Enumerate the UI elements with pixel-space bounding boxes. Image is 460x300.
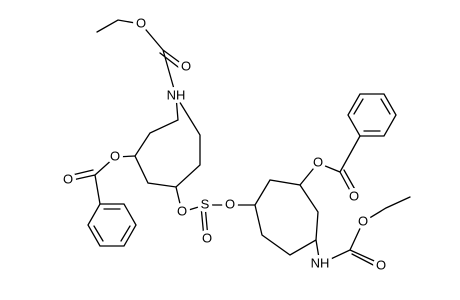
- bond: [347, 93, 397, 137]
- atom-label: O: [225, 196, 235, 211]
- bond: [254, 179, 319, 256]
- bond: [134, 95, 201, 188]
- atom-labels: O O NH O O O S O O O O NH O O: [59, 12, 389, 276]
- bond: [299, 135, 361, 197]
- atom-label: O: [63, 171, 73, 186]
- bond: [315, 196, 411, 269]
- atom-label: O: [181, 58, 191, 73]
- atom-label: S: [201, 196, 210, 211]
- bond: [67, 155, 136, 205]
- bonds: [67, 19, 411, 269]
- atom-label: O: [177, 203, 187, 218]
- atom-label: O: [376, 257, 386, 272]
- atom-label: O: [202, 230, 212, 245]
- bond: [175, 186, 256, 239]
- atom-label: O: [349, 188, 359, 203]
- atom-label: O: [313, 154, 323, 169]
- atom-label: NH: [167, 87, 186, 102]
- atom-label: O: [358, 213, 368, 228]
- atom-label: O: [136, 15, 146, 30]
- atom-label: NH: [311, 255, 330, 270]
- atom-label: O: [110, 148, 120, 163]
- bond: [87, 203, 137, 247]
- bond: [96, 19, 187, 97]
